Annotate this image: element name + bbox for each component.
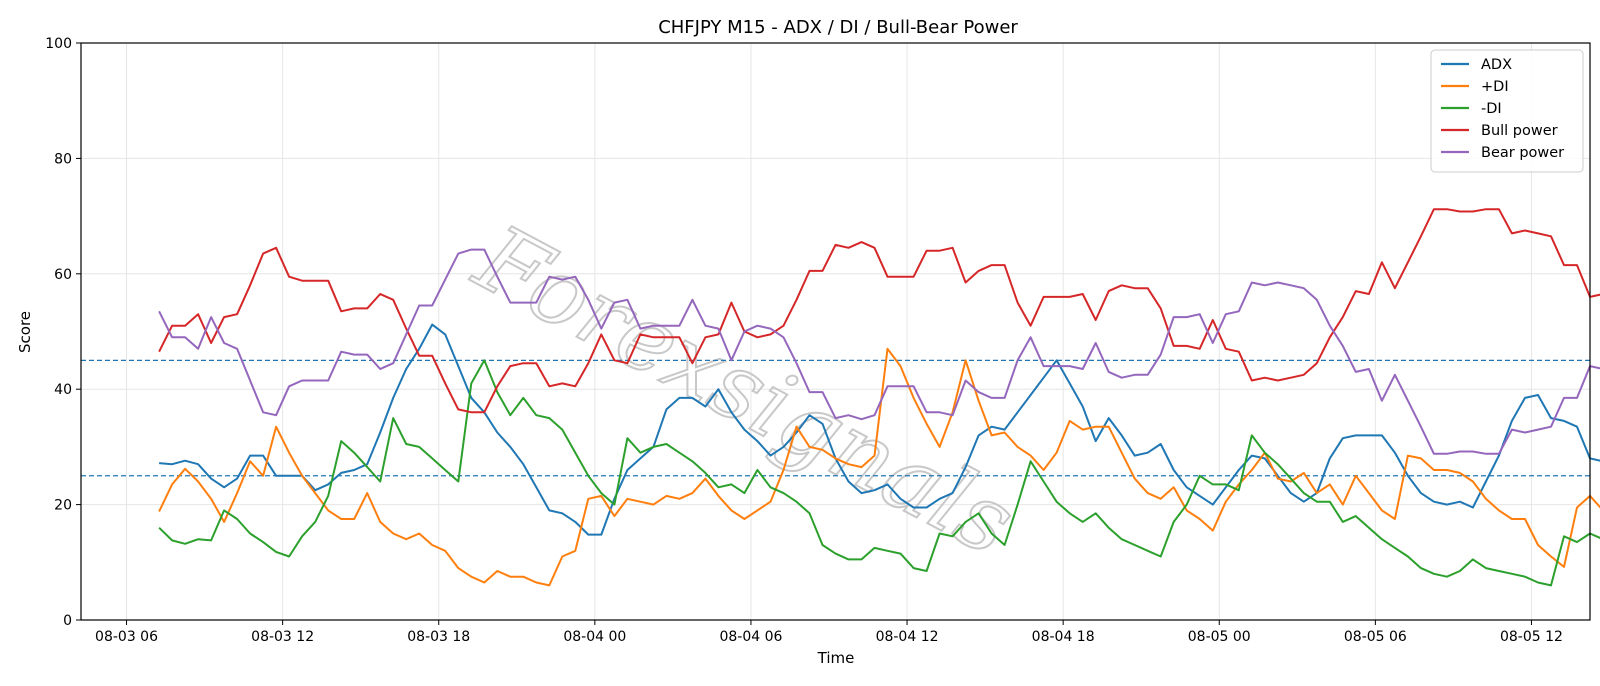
x-axis: 08-03 06 08-03 12 08-03 18 08-04 00 08-04 06… — [95, 620, 1563, 645]
legend-label: Bull power — [1481, 123, 1558, 139]
series-line-adx — [159, 323, 1600, 536]
series-layer — [158, 208, 1600, 587]
y-tick-label: 0 — [63, 613, 72, 629]
legend-label: -DI — [1481, 101, 1502, 117]
legend-box — [1430, 49, 1584, 173]
x-tick-label: 08-03 18 — [407, 629, 470, 645]
y-tick-label: 100 — [45, 36, 72, 52]
x-tick-label: 08-04 06 — [719, 629, 782, 645]
series-line-bull-power — [158, 208, 1600, 414]
x-tick-label: 08-04 00 — [563, 629, 626, 645]
series-line-di — [158, 359, 1600, 587]
legend-label: Bear power — [1481, 145, 1564, 161]
y-tick-label: 20 — [54, 498, 72, 514]
y-tick-label: 80 — [54, 151, 72, 167]
legend-label: +DI — [1481, 79, 1509, 95]
x-tick-label: 08-03 12 — [251, 629, 314, 645]
y-axis-label: Score — [16, 311, 34, 353]
chart-title: CHFJPY M15 - ADX / DI / Bull-Bear Power — [658, 17, 1018, 38]
x-tick-label: 08-04 18 — [1032, 629, 1095, 645]
x-tick-label: 08-03 06 — [95, 629, 158, 645]
series-line-di — [158, 347, 1600, 587]
legend-label: ADX — [1481, 57, 1512, 73]
legend: ADX +DI -DI Bull power Bear power — [1430, 49, 1584, 173]
y-axis: 0 20 40 60 80 100 — [45, 36, 81, 629]
plot-frame — [80, 42, 1591, 621]
y-tick-label: 60 — [54, 267, 72, 283]
x-tick-label: 08-05 00 — [1188, 629, 1251, 645]
series-line-bear-power — [158, 248, 1600, 455]
y-tick-label: 40 — [54, 382, 72, 398]
x-tick-label: 08-05 12 — [1500, 629, 1563, 645]
x-tick-label: 08-05 06 — [1344, 629, 1407, 645]
x-axis-label: Time — [817, 649, 855, 667]
x-tick-label: 08-04 12 — [876, 629, 939, 645]
